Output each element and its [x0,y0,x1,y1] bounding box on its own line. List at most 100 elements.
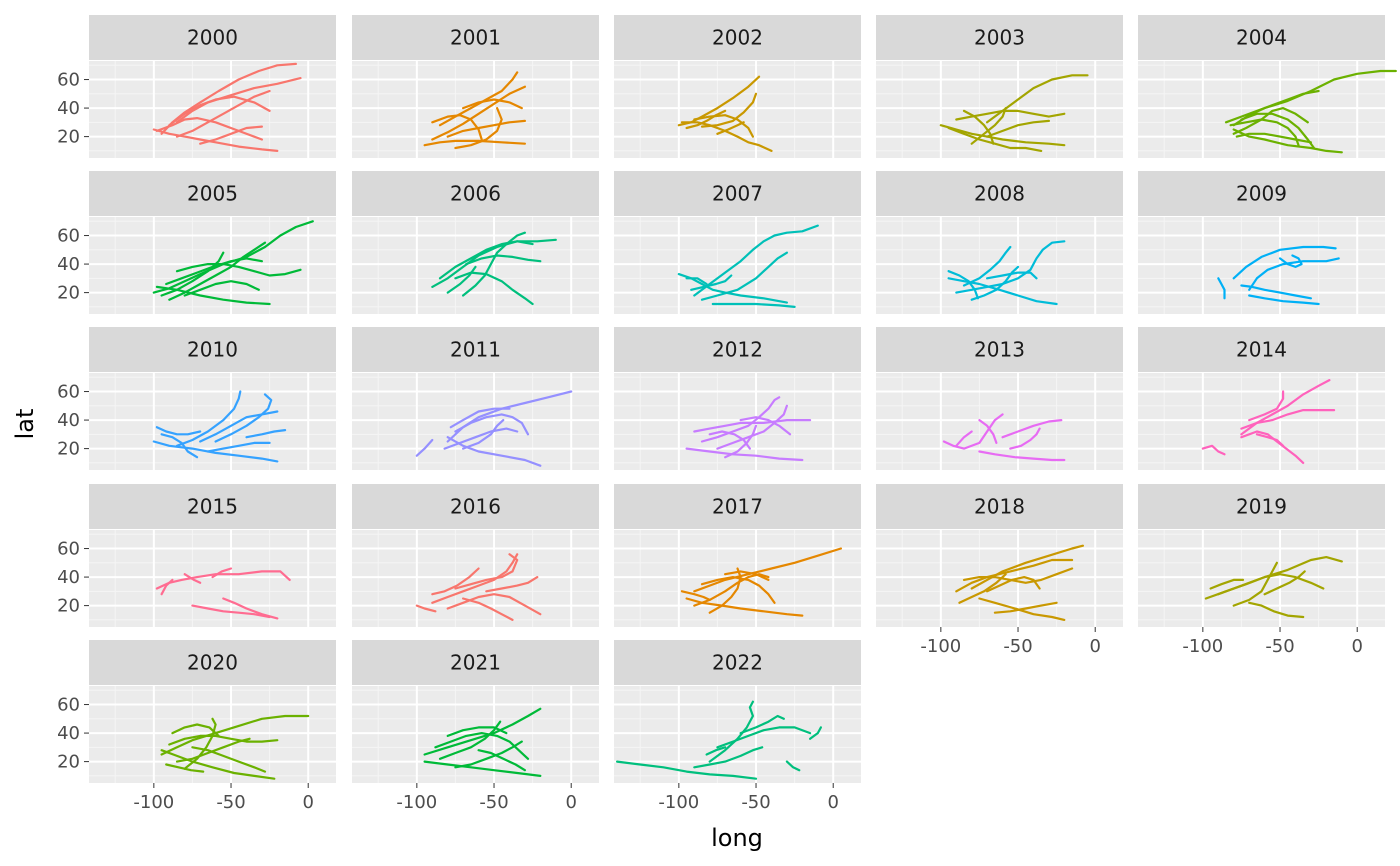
y-tick-label: 20 [57,283,80,304]
storm-track [1248,390,1285,422]
facet-strip [352,171,599,216]
storm-track [465,254,542,266]
facet-panel-2016: 2016 [352,484,599,627]
storm-track [160,433,199,459]
facet-panel-2022: 2022 -100 -50 0 [614,640,861,813]
facet-panel-2006: 2006 [352,171,599,314]
storm-track [431,567,480,596]
storm-track [716,404,788,450]
storm-track [986,576,1041,593]
storm-track [199,410,279,443]
facet-strip [352,327,599,372]
storm-track [415,438,434,457]
facet-panel-2009: 2009 [1138,171,1385,314]
storm-track [1248,294,1320,306]
storm-track [477,749,526,772]
facet-panel-2017: 2017 [614,484,861,627]
storm-track [1240,409,1336,430]
x-tick-label: -50 [1265,636,1294,657]
storm-track [955,240,1066,294]
x-tick-label: -100 [658,792,699,813]
storm-track [443,427,519,450]
storm-track [955,558,1074,593]
x-tick-label: 0 [302,792,313,813]
facet-strip-label: 2021 [450,651,501,675]
storm-track [423,139,526,147]
storm-track [993,601,1058,614]
storm-track [705,746,727,756]
storm-track [700,396,781,443]
y-tick-label: 40 [57,410,80,431]
facet-strip [614,327,861,372]
storm-track [809,726,822,740]
panel-background [352,530,599,627]
panel-background [614,686,861,783]
storm-track [454,107,503,150]
facet-strip-label: 2005 [187,182,238,206]
storm-track [183,280,260,297]
storm-track [1240,284,1312,300]
x-tick-label: 0 [1351,636,1362,657]
storm-track [175,77,302,124]
storm-track [199,125,263,145]
y-tick-label: 60 [57,382,80,403]
facet-panel-2007: 2007 [614,171,861,314]
panel-background [89,373,336,470]
facet-strip-label: 2018 [974,495,1025,519]
facet-panel-2014: 2014 [1138,327,1385,470]
storm-track [160,749,276,780]
panel-background [876,373,1123,470]
facet-strip [614,15,861,60]
storm-track [431,553,519,604]
panel-background [614,217,861,314]
storm-track [708,567,742,614]
storm-track [693,114,754,138]
storm-track [446,436,542,467]
facet-strip [876,327,1123,372]
storm-track [183,717,217,770]
storm-track [978,419,998,444]
storm-track [962,109,995,145]
storm-track [693,419,812,433]
storm-track [700,576,776,604]
storm-track [462,98,523,110]
storm-track [222,597,279,620]
storm-track [711,302,796,308]
facet-panel-2021: 2021 -100 -50 0 [352,640,599,813]
storm-track [616,760,758,780]
storm-track [160,714,310,756]
facet-panel-2004: 2004 [1138,15,1397,158]
facet-strip-label: 2008 [974,182,1025,206]
storm-track [431,85,526,141]
facet-panel-2001: 2001 [352,15,599,158]
x-tick-label: -100 [133,792,174,813]
facet-strip [89,171,336,216]
storm-track [716,121,745,135]
y-tick-label: 40 [57,723,80,744]
x-tick-label: 0 [1089,636,1100,657]
facet-strip-label: 2003 [974,26,1025,50]
storm-track [171,723,220,737]
storm-track [970,544,1084,590]
y-axis-title: lat [11,409,39,440]
facet-strip-label: 2022 [712,651,763,675]
facet-strip [1138,171,1385,216]
storm-track [962,245,1012,287]
storm-track [962,567,1074,584]
storm-track [724,570,770,581]
storm-track [431,114,483,141]
panel-background [876,61,1123,158]
facet-panel-2005: 2005 20 40 60 [57,171,336,314]
storm-track [446,593,542,616]
storm-track [245,429,287,439]
storm-track [1232,245,1337,280]
facet-panel-2008: 2008 [876,171,1123,314]
storm-track [1232,107,1309,135]
panel-background [89,530,336,627]
storm-track [690,274,733,291]
facet-strip-label: 2000 [187,26,238,50]
storm-track [708,430,751,450]
storm-track [958,573,1007,604]
facet-strip [1138,15,1385,60]
storm-track [986,119,1050,138]
